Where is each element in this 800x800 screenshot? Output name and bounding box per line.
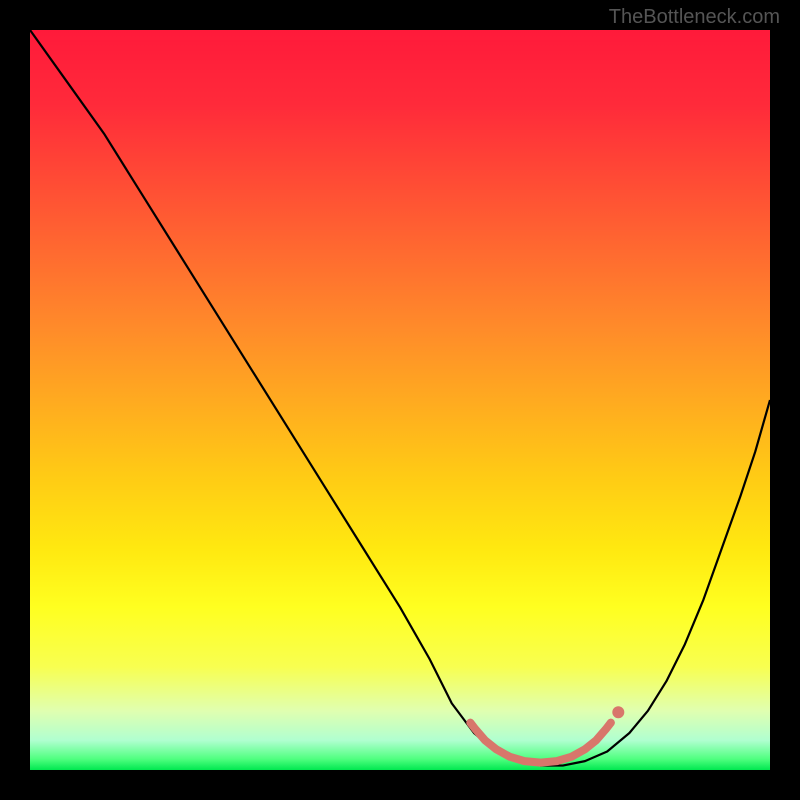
sweet-spot-marker xyxy=(470,723,611,763)
chart-plot-area xyxy=(30,30,770,770)
attribution-text: TheBottleneck.com xyxy=(609,6,780,29)
bottleneck-curve xyxy=(30,30,770,766)
chart-curve-layer xyxy=(30,30,770,770)
sweet-spot-end-dot xyxy=(612,706,624,718)
